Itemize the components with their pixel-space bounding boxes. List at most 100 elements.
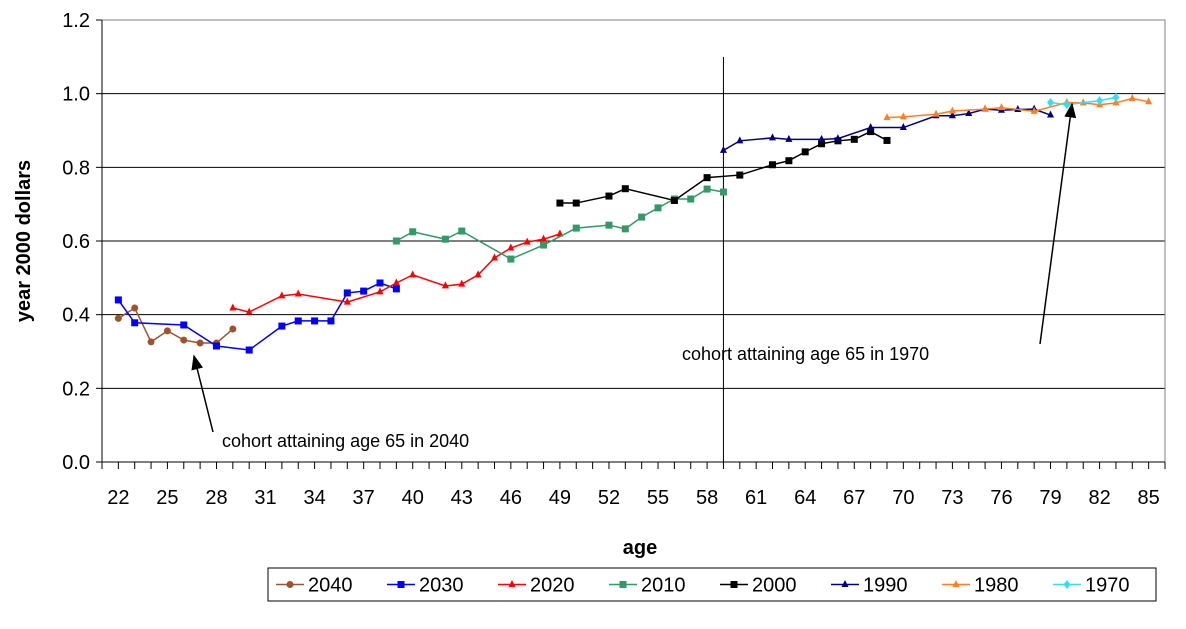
- legend-label: 2010: [641, 575, 686, 597]
- marker: [441, 235, 449, 243]
- marker: [670, 196, 678, 204]
- marker: [883, 113, 891, 121]
- marker: [556, 199, 564, 207]
- x-tick-label: 34: [303, 487, 325, 509]
- marker: [508, 580, 516, 587]
- marker: [948, 106, 956, 114]
- legend-label: 1990: [863, 575, 908, 597]
- series-line: [117, 282, 397, 351]
- marker: [180, 321, 188, 329]
- marker: [490, 253, 498, 261]
- annotation: cohort attaining age 65 in 1970: [682, 344, 929, 364]
- y-axis-title: year 2000 dollars: [13, 160, 35, 322]
- x-tick-label: 76: [990, 487, 1012, 509]
- x-tick-label: 58: [696, 487, 718, 509]
- marker: [441, 281, 449, 289]
- marker: [1047, 98, 1055, 108]
- x-tick-label: 70: [892, 487, 914, 509]
- marker: [114, 296, 122, 304]
- marker: [867, 128, 875, 136]
- marker: [392, 237, 400, 245]
- x-tick-label: 67: [843, 487, 865, 509]
- marker: [1030, 106, 1038, 114]
- marker: [474, 270, 482, 278]
- x-tick-label: 79: [1039, 487, 1061, 509]
- series: [392, 185, 727, 263]
- marker: [867, 123, 875, 131]
- marker: [327, 317, 335, 325]
- marker: [769, 161, 777, 169]
- marker: [163, 327, 171, 335]
- marker: [801, 148, 809, 156]
- marker: [736, 171, 744, 179]
- x-tick-label: 61: [745, 487, 767, 509]
- marker: [785, 134, 793, 142]
- marker: [1112, 92, 1120, 102]
- marker: [556, 229, 564, 237]
- marker: [785, 157, 793, 165]
- marker: [572, 224, 580, 232]
- marker: [278, 291, 286, 299]
- marker: [605, 192, 613, 200]
- y-tick-label: 0.6: [62, 231, 90, 253]
- x-tick-label: 64: [794, 487, 816, 509]
- marker: [850, 135, 858, 143]
- x-tick-label: 28: [205, 487, 227, 509]
- marker: [245, 307, 253, 315]
- marker: [245, 346, 253, 354]
- marker: [1145, 97, 1153, 105]
- marker: [1128, 93, 1136, 101]
- marker: [507, 243, 515, 251]
- marker: [458, 227, 466, 235]
- x-tick-label: 31: [254, 487, 276, 509]
- marker: [131, 319, 139, 327]
- marker: [458, 279, 466, 287]
- x-tick-label: 43: [451, 487, 473, 509]
- marker: [730, 581, 738, 588]
- marker: [997, 103, 1005, 111]
- marker: [932, 109, 940, 117]
- x-tick-label: 82: [1088, 487, 1110, 509]
- marker: [719, 188, 727, 196]
- series: [719, 104, 1055, 153]
- marker: [360, 287, 368, 295]
- x-tick-label: 25: [156, 487, 178, 509]
- marker: [841, 580, 849, 587]
- marker: [703, 185, 711, 193]
- marker: [343, 297, 351, 305]
- marker: [619, 581, 627, 588]
- marker: [229, 303, 237, 311]
- marker: [1063, 580, 1071, 589]
- series: [114, 279, 400, 354]
- marker: [196, 339, 204, 347]
- marker: [212, 342, 220, 350]
- marker: [1063, 100, 1071, 110]
- annotation-arrow: [1039, 102, 1077, 345]
- marker: [703, 174, 711, 182]
- x-tick-label: 49: [549, 487, 571, 509]
- y-tick-label: 0.4: [62, 305, 90, 327]
- y-tick-label: 1.0: [62, 84, 90, 106]
- marker: [965, 109, 973, 117]
- marker: [1112, 98, 1120, 106]
- marker: [605, 221, 613, 229]
- marker: [409, 228, 417, 236]
- marker: [899, 112, 907, 120]
- marker: [948, 111, 956, 119]
- marker: [899, 123, 907, 131]
- x-tick-label: 85: [1138, 487, 1160, 509]
- marker: [540, 241, 548, 249]
- marker: [1047, 110, 1055, 118]
- marker: [294, 317, 302, 325]
- marker: [114, 314, 122, 322]
- marker: [392, 285, 400, 293]
- series-line: [1050, 96, 1117, 106]
- marker: [286, 581, 294, 588]
- legend-label: 1970: [1085, 575, 1130, 597]
- marker: [278, 322, 286, 330]
- marker: [507, 255, 515, 263]
- marker: [523, 237, 531, 245]
- marker: [736, 136, 744, 144]
- marker: [229, 325, 237, 333]
- series-line: [723, 108, 1051, 152]
